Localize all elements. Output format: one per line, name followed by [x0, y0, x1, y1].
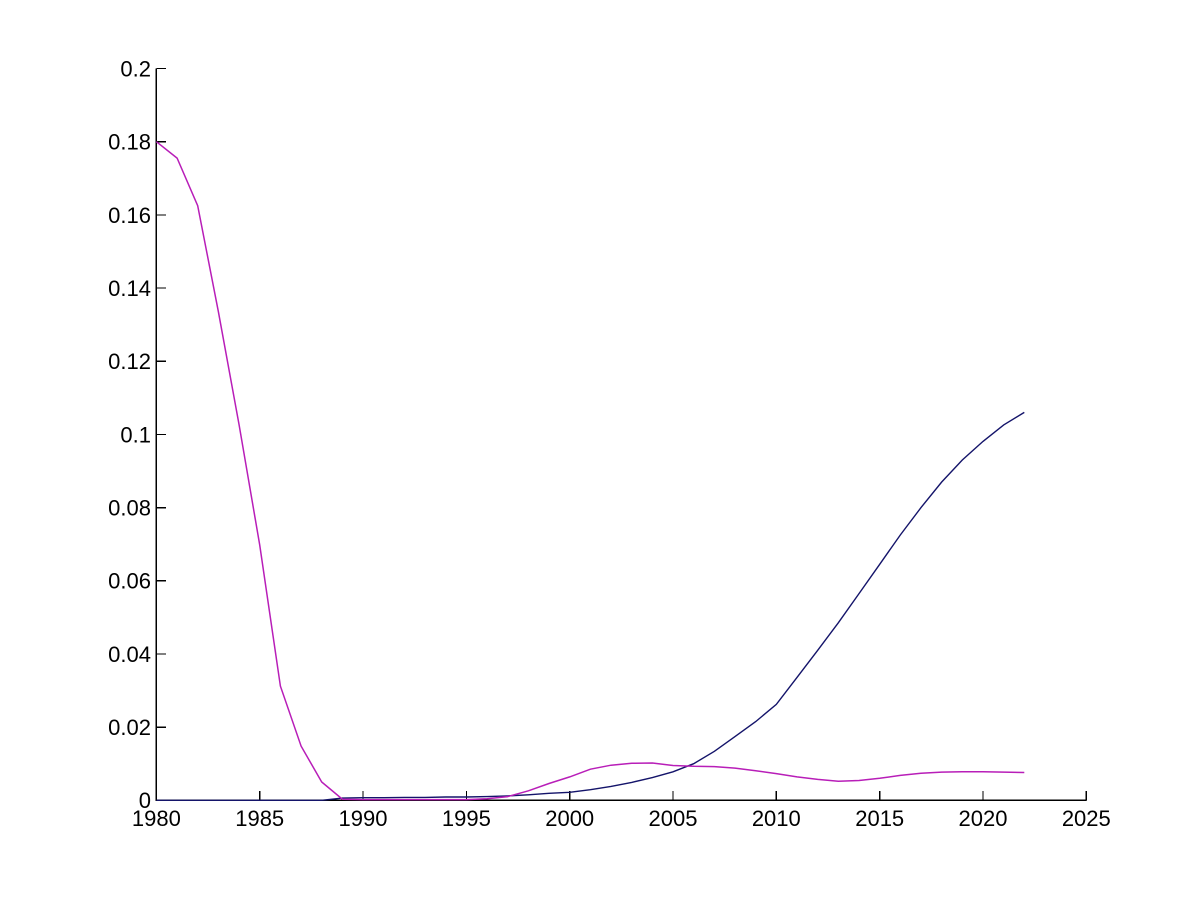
- svg-text:0.16: 0.16: [108, 203, 151, 228]
- svg-text:0: 0: [139, 788, 151, 813]
- svg-text:2010: 2010: [752, 806, 801, 831]
- svg-text:1980: 1980: [132, 806, 181, 831]
- svg-text:2020: 2020: [959, 806, 1008, 831]
- svg-text:0.18: 0.18: [108, 130, 151, 155]
- svg-text:2005: 2005: [649, 806, 698, 831]
- svg-text:2025: 2025: [1062, 806, 1111, 831]
- svg-text:2015: 2015: [855, 806, 904, 831]
- svg-text:1985: 1985: [235, 806, 284, 831]
- svg-text:0.08: 0.08: [108, 496, 151, 521]
- svg-text:2000: 2000: [545, 806, 594, 831]
- svg-text:0.04: 0.04: [108, 642, 151, 667]
- svg-text:1995: 1995: [442, 806, 491, 831]
- svg-text:0.2: 0.2: [120, 56, 151, 81]
- svg-text:0.14: 0.14: [108, 276, 151, 301]
- svg-text:0.1: 0.1: [120, 422, 151, 447]
- svg-text:0.06: 0.06: [108, 569, 151, 594]
- svg-text:0.02: 0.02: [108, 715, 151, 740]
- svg-text:1990: 1990: [339, 806, 388, 831]
- svg-text:0.12: 0.12: [108, 349, 151, 374]
